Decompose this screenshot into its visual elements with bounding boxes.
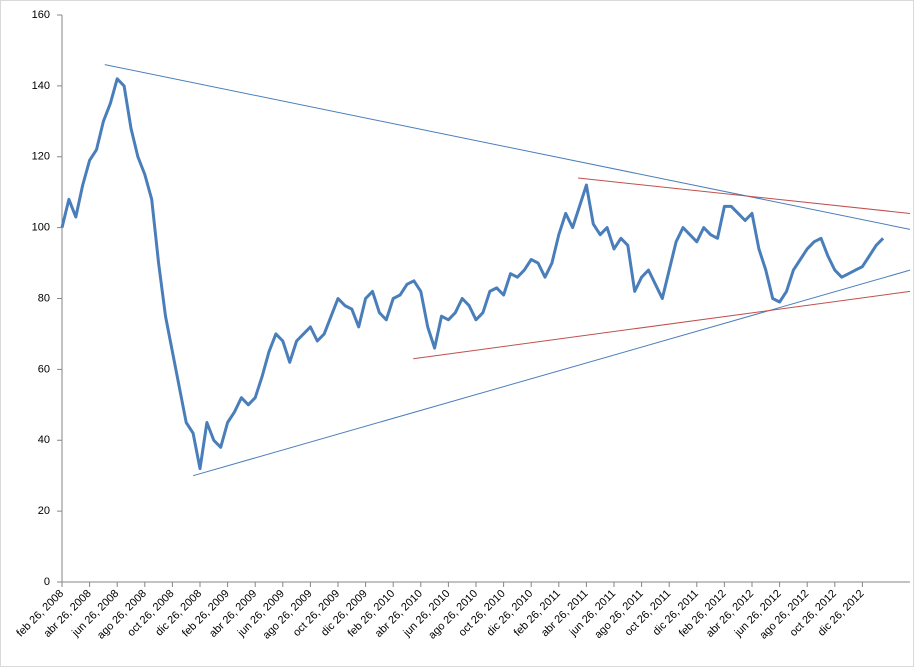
y-tick-label: 60 xyxy=(38,363,50,375)
y-tick-label: 20 xyxy=(38,505,50,517)
y-tick-label: 40 xyxy=(38,434,50,446)
trend-line xyxy=(578,177,911,214)
trend-line xyxy=(192,269,911,477)
price-line xyxy=(60,77,885,471)
y-tick-label: 140 xyxy=(32,80,50,92)
y-tick-label: 160 xyxy=(32,9,50,21)
y-tick-label: 80 xyxy=(38,292,50,304)
trend-line xyxy=(104,64,911,230)
y-tick-label: 120 xyxy=(32,151,50,163)
trend-line xyxy=(413,290,911,360)
y-tick-label: 0 xyxy=(44,576,50,588)
y-tick-label: 100 xyxy=(32,222,50,234)
